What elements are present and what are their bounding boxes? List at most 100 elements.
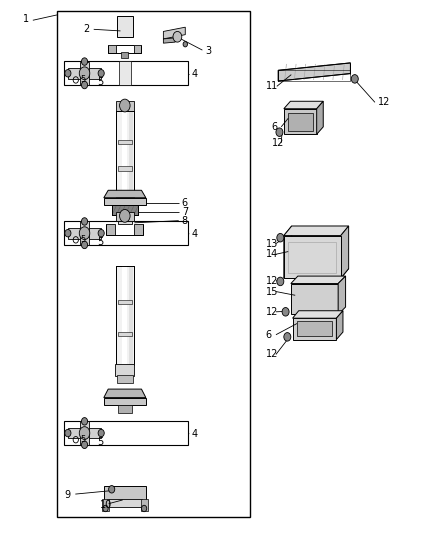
Text: 4: 4 bbox=[192, 69, 198, 78]
Text: 2: 2 bbox=[83, 24, 89, 34]
Bar bbox=[278, 70, 350, 81]
Circle shape bbox=[81, 81, 88, 88]
Polygon shape bbox=[284, 226, 292, 278]
Bar bbox=[64, 421, 188, 445]
Text: 5: 5 bbox=[80, 435, 85, 444]
Polygon shape bbox=[284, 226, 349, 236]
Text: 4: 4 bbox=[192, 229, 198, 239]
Bar bbox=[80, 61, 89, 85]
Bar bbox=[64, 221, 188, 245]
Text: 5: 5 bbox=[80, 236, 85, 244]
Bar bbox=[68, 228, 101, 239]
Bar bbox=[68, 68, 101, 78]
Bar bbox=[116, 212, 134, 221]
Bar bbox=[104, 486, 146, 500]
Circle shape bbox=[81, 241, 88, 248]
Text: 6: 6 bbox=[266, 330, 272, 340]
Circle shape bbox=[277, 233, 284, 242]
Text: 12: 12 bbox=[266, 276, 278, 286]
Bar bbox=[68, 427, 101, 438]
Circle shape bbox=[141, 505, 147, 512]
Circle shape bbox=[183, 42, 187, 47]
Bar bbox=[57, 11, 250, 517]
Circle shape bbox=[120, 209, 130, 222]
Bar bbox=[117, 16, 133, 37]
Polygon shape bbox=[278, 63, 350, 81]
Bar bbox=[141, 499, 148, 511]
Polygon shape bbox=[104, 190, 146, 198]
Bar bbox=[107, 499, 142, 507]
Circle shape bbox=[98, 430, 104, 437]
Bar bbox=[102, 499, 109, 511]
Text: 13: 13 bbox=[266, 239, 278, 248]
Circle shape bbox=[65, 430, 71, 437]
Text: 4: 4 bbox=[192, 429, 198, 439]
Circle shape bbox=[98, 69, 104, 77]
Polygon shape bbox=[284, 101, 323, 109]
Polygon shape bbox=[293, 311, 343, 318]
Polygon shape bbox=[163, 38, 175, 43]
Bar bbox=[112, 205, 138, 215]
Text: 10: 10 bbox=[100, 500, 112, 510]
Circle shape bbox=[282, 308, 289, 316]
Text: 6: 6 bbox=[272, 122, 278, 132]
Polygon shape bbox=[291, 284, 338, 314]
Circle shape bbox=[81, 58, 88, 65]
Polygon shape bbox=[284, 109, 317, 134]
Bar bbox=[297, 321, 332, 336]
Bar bbox=[119, 61, 131, 85]
Circle shape bbox=[65, 229, 71, 237]
Circle shape bbox=[81, 441, 88, 449]
Text: 5: 5 bbox=[97, 77, 103, 86]
Bar bbox=[118, 140, 132, 144]
Polygon shape bbox=[106, 224, 115, 235]
Text: 12: 12 bbox=[378, 98, 390, 107]
Bar bbox=[288, 242, 336, 273]
Circle shape bbox=[277, 277, 284, 286]
Text: 6: 6 bbox=[182, 198, 188, 207]
Polygon shape bbox=[108, 45, 116, 53]
Bar bbox=[80, 421, 89, 445]
Bar bbox=[116, 111, 134, 197]
Circle shape bbox=[276, 128, 283, 136]
Polygon shape bbox=[104, 198, 146, 205]
Text: 7: 7 bbox=[182, 207, 188, 216]
Bar bbox=[118, 214, 132, 224]
Circle shape bbox=[351, 75, 358, 83]
Bar bbox=[115, 364, 134, 376]
Circle shape bbox=[173, 31, 182, 42]
Polygon shape bbox=[293, 318, 336, 340]
Polygon shape bbox=[104, 398, 146, 405]
Bar bbox=[80, 222, 89, 245]
Circle shape bbox=[79, 426, 90, 439]
Bar bbox=[64, 61, 188, 85]
Polygon shape bbox=[134, 45, 141, 53]
Circle shape bbox=[65, 69, 71, 77]
Circle shape bbox=[81, 418, 88, 425]
Bar bbox=[118, 166, 132, 171]
Text: 11: 11 bbox=[266, 82, 278, 91]
Text: 9: 9 bbox=[65, 490, 71, 499]
Circle shape bbox=[81, 217, 88, 225]
Text: 12: 12 bbox=[266, 350, 278, 359]
Bar bbox=[129, 111, 133, 197]
Text: 12: 12 bbox=[266, 307, 278, 317]
Bar bbox=[112, 205, 138, 215]
Text: 5: 5 bbox=[97, 237, 103, 247]
Polygon shape bbox=[336, 311, 343, 340]
Text: 3: 3 bbox=[205, 46, 211, 55]
Circle shape bbox=[79, 67, 90, 79]
Polygon shape bbox=[284, 236, 341, 278]
Bar bbox=[117, 375, 133, 383]
Bar bbox=[121, 52, 128, 58]
Bar bbox=[129, 266, 133, 365]
Circle shape bbox=[284, 333, 291, 341]
Circle shape bbox=[103, 505, 108, 512]
Bar bbox=[118, 300, 132, 304]
Text: 1: 1 bbox=[23, 14, 29, 23]
Bar bbox=[116, 266, 134, 365]
Text: 14: 14 bbox=[266, 249, 278, 259]
Polygon shape bbox=[134, 224, 143, 235]
Bar bbox=[116, 101, 134, 112]
Circle shape bbox=[79, 227, 90, 240]
